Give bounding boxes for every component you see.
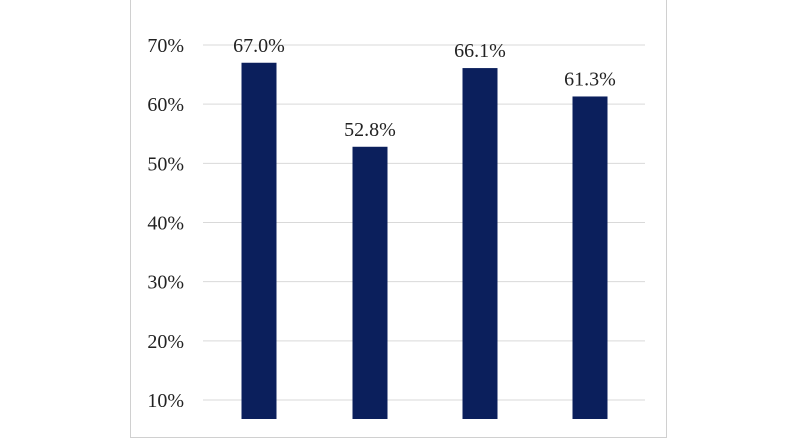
bar-data-label: 52.8%: [344, 119, 396, 141]
y-tick-label: 40%: [147, 213, 184, 235]
bar-data-label: 61.3%: [564, 68, 616, 90]
y-tick-label: 60%: [147, 94, 184, 116]
bar: [462, 68, 498, 419]
y-tick-label: 70%: [147, 35, 184, 57]
bar: [352, 146, 388, 419]
bar: [572, 96, 608, 419]
bar-chart: 10% 20% 30% 40% 50% 60% 70% 67.0% 52.8% 66.1% 61.3…: [147, 35, 645, 419]
bar-data-label: 67.0%: [233, 35, 285, 57]
bar-data-label: 66.1%: [454, 40, 506, 62]
y-tick-label: 10%: [147, 390, 184, 412]
y-tick-label: 20%: [147, 331, 184, 353]
bar: [241, 62, 277, 419]
y-tick-label: 50%: [147, 153, 184, 175]
y-tick-label: 30%: [147, 272, 184, 294]
